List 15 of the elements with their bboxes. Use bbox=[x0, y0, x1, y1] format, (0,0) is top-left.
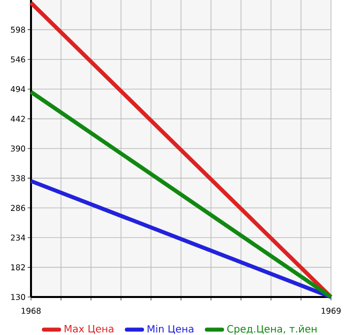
y-tick-label: 182 bbox=[11, 264, 25, 270]
x-tick-label: 1969 bbox=[322, 308, 341, 314]
y-tick-label: 494 bbox=[10, 86, 26, 92]
y-tick-label: 390 bbox=[10, 145, 26, 152]
y-tick-label: 598 bbox=[10, 26, 26, 33]
legend-label: Min Цена bbox=[148, 324, 194, 334]
y-tick-label: 234 bbox=[10, 234, 26, 241]
y-tick-label: 130 bbox=[11, 294, 26, 300]
legend-label: Сред.Цена, т.йен bbox=[227, 324, 316, 335]
x-tick-label: 1968 bbox=[22, 308, 41, 314]
y-tick-label: 286 bbox=[10, 204, 26, 211]
y-tick-label: 546 bbox=[10, 56, 26, 62]
y-tick-label: 338 bbox=[10, 175, 26, 182]
legend-label: Max Цена bbox=[64, 325, 114, 334]
y-tick-label: 442 bbox=[10, 116, 25, 122]
